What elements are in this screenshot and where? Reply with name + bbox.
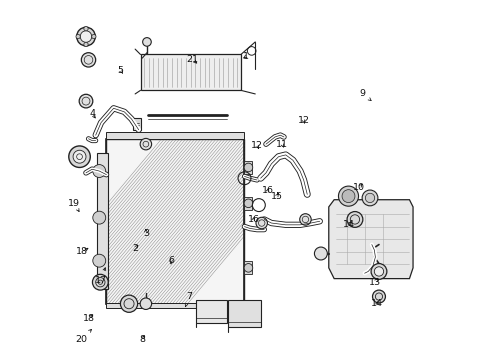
Circle shape <box>362 190 377 206</box>
Bar <box>244 197 252 210</box>
Text: 14: 14 <box>342 220 354 229</box>
Circle shape <box>365 193 374 203</box>
Text: 2: 2 <box>132 244 138 253</box>
Text: 5: 5 <box>118 66 123 75</box>
Circle shape <box>244 199 252 208</box>
Bar <box>97 153 108 289</box>
Circle shape <box>83 27 88 31</box>
Circle shape <box>93 211 105 224</box>
Text: 18: 18 <box>76 247 88 256</box>
Circle shape <box>140 138 151 150</box>
Bar <box>140 54 241 90</box>
Circle shape <box>244 264 252 272</box>
Circle shape <box>341 190 354 203</box>
Bar <box>106 132 244 139</box>
Circle shape <box>69 146 90 167</box>
Text: 3: 3 <box>142 229 149 238</box>
Text: 18: 18 <box>82 314 94 323</box>
Bar <box>106 303 244 308</box>
Circle shape <box>73 150 86 163</box>
Circle shape <box>83 42 88 46</box>
Circle shape <box>370 264 386 279</box>
Text: 4: 4 <box>89 109 95 118</box>
Circle shape <box>120 295 137 312</box>
Circle shape <box>92 274 108 290</box>
Text: 17: 17 <box>95 268 107 285</box>
Text: 16: 16 <box>261 186 273 195</box>
Bar <box>244 261 252 274</box>
Circle shape <box>373 267 383 276</box>
Circle shape <box>338 186 358 206</box>
Circle shape <box>93 254 105 267</box>
Circle shape <box>80 31 92 42</box>
Text: 7: 7 <box>185 292 191 307</box>
Bar <box>106 139 244 304</box>
Bar <box>106 139 244 304</box>
Circle shape <box>244 163 252 172</box>
Bar <box>228 300 260 327</box>
Text: 12: 12 <box>250 141 263 150</box>
Circle shape <box>92 35 96 39</box>
Bar <box>196 300 226 323</box>
Text: 13: 13 <box>368 278 381 287</box>
Polygon shape <box>328 200 412 279</box>
Text: 16: 16 <box>247 215 259 224</box>
Text: 6: 6 <box>168 256 174 265</box>
Text: 9: 9 <box>359 89 370 100</box>
Circle shape <box>140 298 151 310</box>
Text: 14: 14 <box>370 299 383 308</box>
Text: 21: 21 <box>186 55 198 64</box>
Text: 19: 19 <box>68 199 80 212</box>
Circle shape <box>314 247 326 260</box>
Circle shape <box>142 38 151 46</box>
Text: 1: 1 <box>243 52 249 61</box>
Bar <box>244 161 252 174</box>
Bar <box>133 118 141 130</box>
Circle shape <box>346 212 362 227</box>
Circle shape <box>76 35 80 39</box>
Text: 10: 10 <box>352 183 365 192</box>
Circle shape <box>299 214 310 225</box>
Circle shape <box>98 280 102 284</box>
Text: 11: 11 <box>276 140 287 149</box>
Circle shape <box>79 94 93 108</box>
Text: 12: 12 <box>297 116 309 125</box>
Circle shape <box>81 53 96 67</box>
Circle shape <box>255 217 267 229</box>
Text: 8: 8 <box>139 335 145 344</box>
Circle shape <box>372 290 385 303</box>
Text: 15: 15 <box>270 192 282 201</box>
Circle shape <box>77 27 95 46</box>
Circle shape <box>93 165 105 177</box>
Text: 20: 20 <box>75 329 91 344</box>
